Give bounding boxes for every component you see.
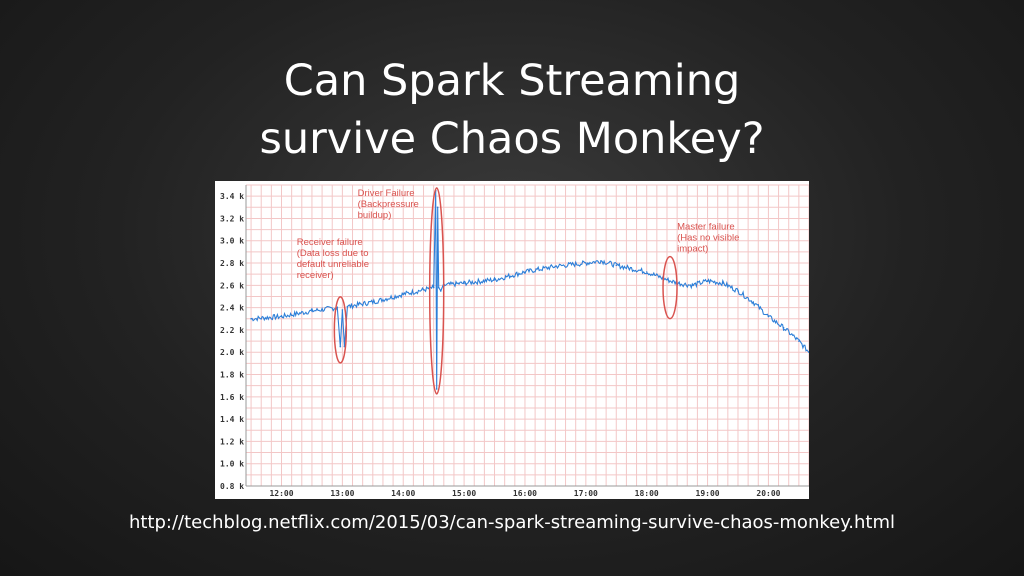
data-point: [752, 301, 754, 303]
annotation-text: (Backpressure: [358, 199, 419, 210]
y-tick-label: 1.2 k: [220, 437, 244, 446]
slide-title-line2: survive Chaos Monkey?: [259, 114, 765, 164]
x-tick-label: 14:00: [391, 489, 415, 498]
annotation-text: Driver Failure: [358, 188, 415, 199]
data-point: [341, 309, 344, 311]
annotation-text: Master failure: [677, 222, 735, 233]
data-point: [737, 290, 739, 292]
data-point: [435, 388, 438, 390]
data-point: [645, 271, 648, 273]
data-point: [311, 310, 313, 312]
data-point: [666, 279, 668, 281]
x-axis-ticks: 12:00 13:00 14:00 15:00 16:00 17:00 18:00 19:00…: [269, 489, 780, 498]
y-tick-label: 2.2 k: [220, 326, 244, 335]
x-tick-label: 20:00: [756, 489, 780, 498]
data-point: [493, 279, 496, 281]
data-point: [280, 315, 283, 318]
annotation-layer: Receiver failure(Data loss due todefault…: [297, 187, 739, 395]
throughput-chart: 0.8 k 1.0 k 1.2 k 1.4 k 1.6 k 1.8 k 2.0 k 2.2 k…: [215, 181, 809, 499]
y-tick-label: 2.8 k: [220, 259, 244, 268]
annotation-ellipse: [333, 296, 348, 364]
series-layer: [250, 189, 809, 390]
annotation-ellipse: [428, 187, 445, 395]
y-tick-label: 1.8 k: [220, 371, 244, 380]
annotation-text: receiver): [297, 270, 334, 281]
y-tick-label: 3.4 k: [220, 192, 244, 201]
annotation-ellipse: [662, 255, 678, 320]
data-point: [336, 306, 339, 309]
y-tick-label: 3.0 k: [220, 237, 244, 246]
x-tick-label: 12:00: [269, 489, 293, 498]
data-point: [798, 340, 800, 342]
y-tick-label: 1.6 k: [220, 393, 244, 402]
y-tick-label: 1.4 k: [220, 415, 244, 424]
y-axis-ticks: 0.8 k 1.0 k 1.2 k 1.4 k 1.6 k 1.8 k 2.0 k 2.2 k…: [220, 192, 244, 491]
chart-grid: [245, 184, 809, 487]
y-tick-label: 3.2 k: [220, 214, 244, 223]
x-tick-label: 15:00: [452, 489, 476, 498]
data-point: [432, 286, 435, 289]
data-point: [524, 271, 526, 273]
data-point: [706, 280, 709, 282]
y-tick-label: 1.0 k: [220, 460, 244, 469]
data-point: [372, 301, 374, 303]
data-point: [346, 305, 349, 308]
y-tick-label: 2.0 k: [220, 348, 244, 357]
annotation-text: impact): [677, 244, 708, 255]
data-point: [250, 318, 252, 320]
annotation-text: (Data loss due to: [297, 248, 369, 259]
data-point: [722, 282, 724, 284]
data-point: [600, 260, 602, 262]
source-url[interactable]: http://techblog.netflix.com/2015/03/can-…: [128, 512, 896, 533]
data-point: [440, 290, 442, 292]
series-line: [250, 190, 809, 390]
data-point: [767, 315, 770, 318]
data-point: [437, 286, 440, 289]
data-point: [422, 289, 425, 291]
data-point: [554, 265, 557, 268]
annotation-text: (Has no visible: [677, 233, 739, 244]
x-tick-label: 13:00: [330, 489, 354, 498]
annotation-text: Receiver failure: [297, 237, 363, 248]
annotation-text: default unreliable: [297, 259, 369, 270]
y-tick-label: 2.4 k: [220, 304, 244, 313]
data-point: [339, 345, 342, 348]
data-point: [463, 282, 465, 284]
x-tick-label: 18:00: [635, 489, 659, 498]
y-tick-label: 2.6 k: [220, 281, 244, 290]
slide-title-line1: Can Spark Streaming: [283, 56, 741, 106]
chart-svg: 0.8 k 1.0 k 1.2 k 1.4 k 1.6 k 1.8 k 2.0 k 2.2 k…: [220, 184, 809, 498]
annotation-text: buildup): [358, 210, 392, 221]
x-tick-label: 17:00: [574, 489, 598, 498]
data-point: [782, 326, 785, 329]
x-tick-label: 16:00: [513, 489, 537, 498]
data-point: [585, 262, 587, 264]
data-point: [615, 264, 618, 267]
x-tick-label: 19:00: [696, 489, 720, 498]
data-point: [691, 284, 694, 287]
data-point: [436, 206, 439, 209]
data-point: [402, 293, 404, 296]
data-point: [808, 351, 809, 353]
y-tick-label: 0.8 k: [220, 482, 244, 491]
slide-title: Can Spark Streaming survive Chaos Monkey…: [0, 52, 1024, 168]
